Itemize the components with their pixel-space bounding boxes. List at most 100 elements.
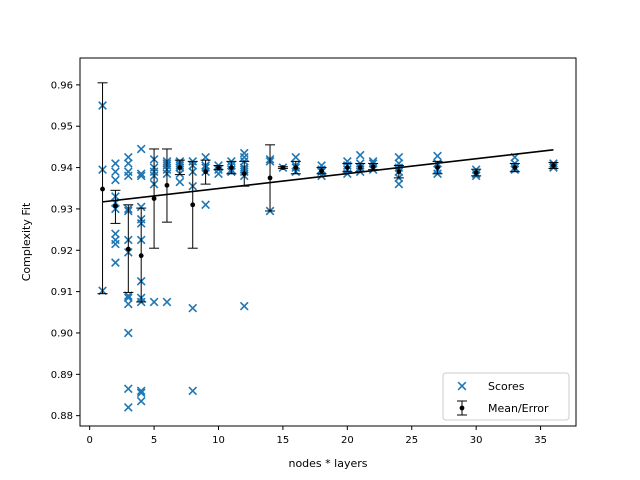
score-point [111, 159, 120, 168]
mean-error-bar [471, 168, 482, 177]
mean-error-bar [200, 159, 211, 185]
y-tick-label: 0.91 [51, 287, 73, 298]
mean-point [125, 246, 131, 252]
mean-error-bar [290, 160, 301, 175]
score-point [123, 403, 133, 412]
legend-dot-icon [459, 405, 465, 411]
score-point [123, 299, 133, 309]
mean-point [241, 171, 247, 177]
trend-line [102, 148, 554, 203]
score-point [394, 179, 404, 189]
score-point [355, 150, 365, 160]
y-tick-label: 0.88 [51, 411, 73, 422]
mean-point [190, 202, 196, 208]
score-point [136, 388, 146, 398]
mean-point [370, 164, 376, 170]
score-point [394, 152, 404, 162]
mean-error-bar [123, 204, 134, 293]
mean-point [228, 165, 234, 170]
plot-area [97, 82, 559, 412]
x-tick-label: 30 [470, 435, 483, 446]
mean-point [396, 169, 402, 175]
legend-mean-error-marker [457, 400, 467, 416]
score-point [291, 152, 301, 162]
mean-error-bar [136, 207, 147, 303]
mean-point [100, 186, 105, 192]
x-tick-label: 15 [277, 435, 290, 446]
legend-label-mean-error: Mean/Error [488, 402, 549, 415]
y-tick-label: 0.93 [51, 204, 73, 215]
x-axis-label: nodes * layers [288, 457, 367, 470]
mean-point [267, 175, 273, 181]
score-point [123, 328, 133, 338]
mean-error-bar [97, 82, 108, 295]
score-point [214, 169, 223, 179]
mean-error-bar [110, 189, 121, 224]
score-point [123, 159, 133, 168]
score-point [123, 171, 133, 181]
score-point [136, 396, 146, 406]
mean-error-bar [316, 167, 327, 175]
mean-point [164, 182, 170, 188]
mean-point [216, 165, 221, 170]
score-point [123, 152, 133, 162]
score-point [111, 258, 120, 268]
mean-error-bar [226, 160, 237, 175]
score-point [136, 144, 146, 154]
score-point [136, 386, 146, 396]
mean-point [551, 163, 556, 168]
mean-point [151, 196, 157, 201]
score-point [239, 301, 249, 311]
legend-scores-marker [457, 381, 467, 391]
score-point [149, 297, 159, 307]
y-axis-label: Complexity Fit [20, 202, 33, 281]
mean-error-bar [161, 148, 172, 223]
x-tick-label: 25 [405, 435, 418, 446]
mean-point [435, 165, 440, 170]
mean-point [357, 165, 363, 170]
score-point [201, 200, 210, 210]
score-point [123, 293, 133, 303]
score-point [188, 386, 198, 396]
y-tick-label: 0.92 [51, 246, 73, 257]
legend: Scores Mean/Error [442, 372, 570, 421]
score-point [123, 291, 133, 301]
score-point [111, 239, 120, 249]
mean-point [319, 168, 324, 174]
mean-error-bar [174, 159, 185, 176]
mean-point [280, 165, 286, 170]
mean-point [344, 165, 350, 170]
mean-error-bar [149, 148, 160, 249]
score-point [175, 177, 185, 187]
mean-point [473, 170, 479, 175]
axes-frame [79, 57, 577, 427]
mean-point [177, 165, 183, 170]
x-tick-label: 0 [86, 435, 92, 446]
score-point [188, 303, 198, 313]
mean-point [512, 165, 518, 170]
y-tick-label: 0.89 [51, 370, 73, 381]
score-point [136, 202, 146, 212]
mean-error-bar [265, 144, 276, 212]
mean-error-bar [342, 162, 353, 173]
mean-point [293, 165, 299, 170]
legend-box [442, 372, 570, 421]
score-point [111, 167, 120, 177]
y-tick-label: 0.96 [51, 80, 73, 91]
score-point [111, 175, 120, 185]
mean-point [203, 169, 209, 175]
x-tick-label: 35 [534, 435, 547, 446]
mean-point [138, 253, 144, 259]
score-point [136, 171, 146, 181]
score-point [136, 169, 146, 179]
axis-ticks: 0 5 10 15 20 25 30 35 0.88 0.89 0.90 0.91 0.92 0.93 0.… [51, 80, 547, 446]
mean-error-bar [277, 165, 288, 170]
x-tick-label: 5 [151, 435, 157, 446]
mean-point [113, 203, 118, 209]
y-tick-label: 0.94 [51, 163, 73, 174]
legend-x-icon [457, 381, 467, 391]
score-point [162, 297, 172, 307]
mean-error-bar [548, 162, 559, 169]
mean-error-bar [187, 160, 198, 249]
